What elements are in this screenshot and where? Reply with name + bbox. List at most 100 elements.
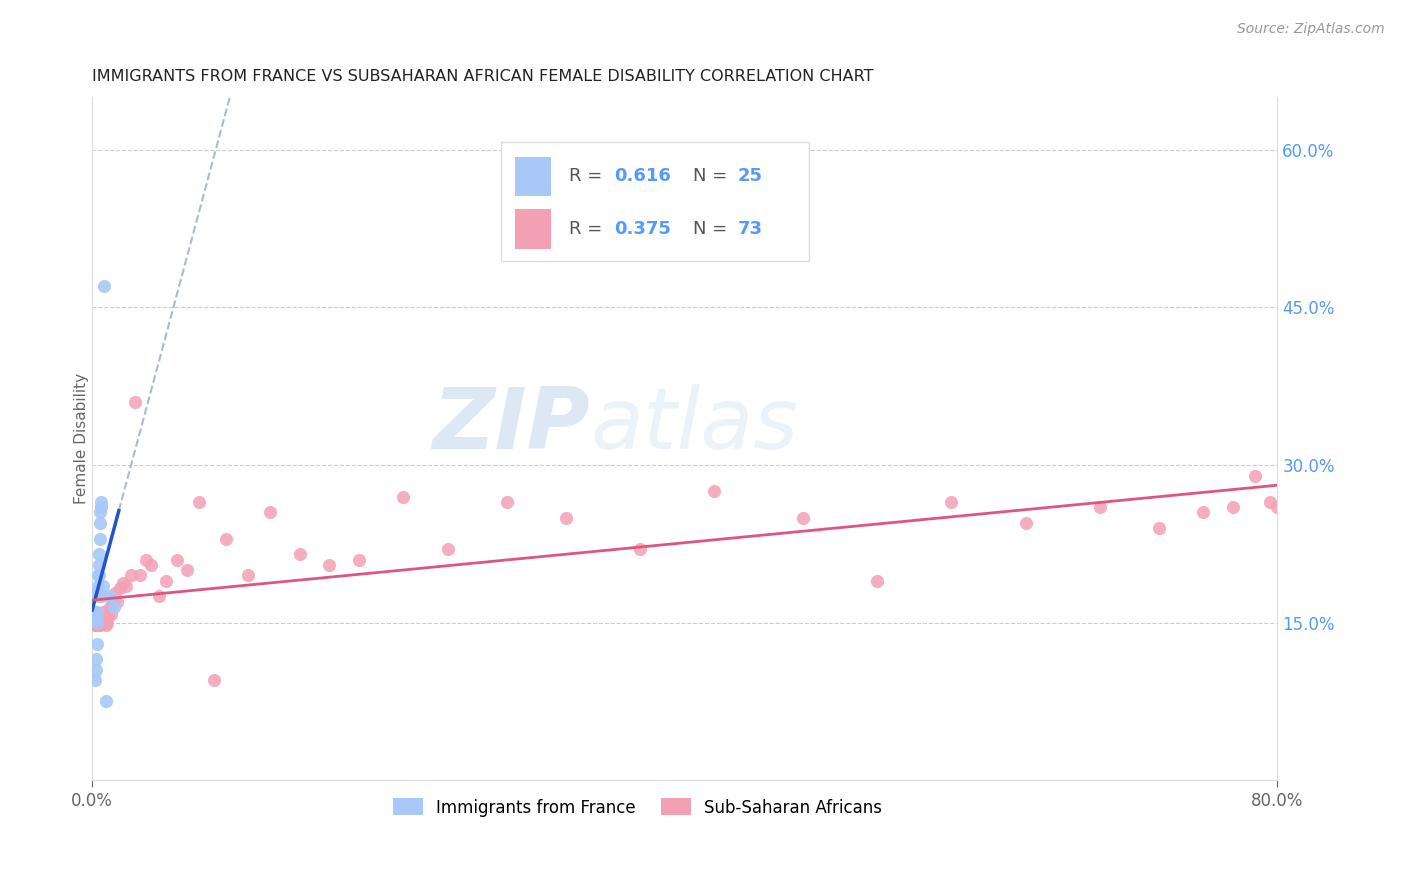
Point (103, 599, 125, 614)
Point (120, 568, 142, 582)
Text: N =: N = (693, 220, 733, 238)
Point (89, 532, 111, 546)
Point (176, 563, 198, 577)
Point (166, 552, 188, 566)
Point (93, 610, 115, 624)
Point (87, 579, 110, 593)
Point (148, 590, 170, 604)
Point (87, 617, 110, 632)
Point (91, 605, 114, 619)
Point (105, 594, 128, 608)
Point (496, 495, 519, 509)
Point (97, 610, 120, 624)
Point (91, 613, 114, 627)
Point (84, 610, 107, 624)
Point (83, 610, 105, 624)
Point (87, 558, 110, 572)
Text: IMMIGRANTS FROM FRANCE VS SUBSAHARAN AFRICAN FEMALE DISABILITY CORRELATION CHART: IMMIGRANTS FROM FRANCE VS SUBSAHARAN AFR… (93, 69, 873, 84)
Point (236, 568, 259, 582)
Point (91, 579, 114, 593)
Point (90, 495, 112, 509)
Point (94, 615, 117, 630)
Point (187, 495, 209, 509)
Point (1258, 495, 1281, 509)
Point (1192, 505, 1215, 519)
Point (84, 617, 107, 632)
Point (86, 605, 108, 619)
Point (1222, 500, 1244, 514)
Point (436, 542, 458, 557)
Point (87, 568, 110, 582)
Point (83, 610, 105, 624)
Point (104, 586, 127, 600)
Point (259, 505, 281, 519)
Point (87, 615, 110, 630)
Point (347, 552, 370, 566)
Point (98, 590, 121, 604)
Point (84, 605, 107, 619)
Point (96, 615, 118, 630)
Point (83, 615, 105, 630)
Point (87, 610, 110, 624)
Text: R =: R = (568, 168, 607, 186)
Point (112, 575, 135, 590)
Point (128, 568, 150, 582)
Text: ZIP: ZIP (433, 384, 591, 467)
Point (792, 510, 814, 524)
Point (155, 574, 177, 588)
Point (628, 542, 651, 557)
Point (93, 279, 115, 293)
Point (83, 605, 105, 619)
FancyBboxPatch shape (501, 142, 810, 261)
Point (86, 590, 108, 604)
Point (1088, 500, 1111, 514)
Text: atlas: atlas (591, 384, 799, 467)
Point (941, 495, 963, 509)
Point (86, 617, 108, 632)
Point (134, 552, 156, 566)
Point (1014, 516, 1036, 530)
Point (86, 613, 108, 627)
Point (90, 613, 112, 627)
Point (110, 581, 132, 595)
Point (202, 673, 225, 688)
Point (90, 615, 112, 630)
Point (90, 590, 112, 604)
Point (555, 510, 578, 524)
Point (1147, 521, 1170, 535)
Point (89, 516, 111, 530)
Point (87, 614, 110, 628)
Point (288, 547, 311, 561)
Text: N =: N = (693, 168, 733, 186)
Bar (516, 157, 551, 196)
Text: 0.375: 0.375 (613, 220, 671, 238)
Point (89, 617, 111, 632)
Point (1267, 500, 1289, 514)
Text: 0.616: 0.616 (613, 168, 671, 186)
Point (98, 599, 121, 614)
Text: 25: 25 (738, 168, 763, 186)
Point (96, 617, 118, 632)
Text: 73: 73 (738, 220, 763, 238)
Point (84, 617, 107, 632)
Point (94, 694, 117, 708)
Point (86, 617, 108, 632)
Text: R =: R = (568, 220, 607, 238)
Point (214, 532, 236, 546)
Point (89, 613, 111, 627)
Point (89, 547, 111, 561)
Point (86, 637, 108, 651)
Point (86, 663, 108, 677)
Point (141, 558, 163, 572)
Point (101, 597, 124, 611)
Point (866, 574, 889, 588)
Point (89, 615, 111, 630)
Point (86, 614, 108, 628)
Point (89, 505, 111, 519)
Point (87, 568, 110, 582)
Point (84, 673, 107, 688)
Point (86, 610, 108, 624)
Point (86, 615, 108, 630)
Text: Source: ZipAtlas.com: Source: ZipAtlas.com (1237, 22, 1385, 37)
Point (90, 610, 112, 624)
